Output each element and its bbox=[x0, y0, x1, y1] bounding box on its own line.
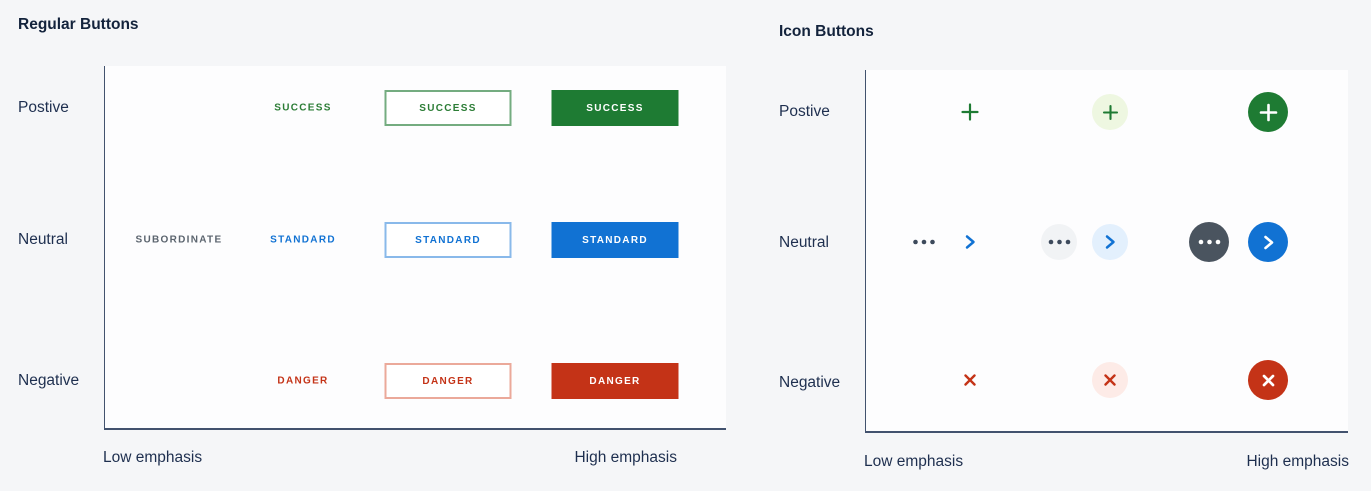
standard-filled-button[interactable]: STANDARD bbox=[551, 222, 679, 258]
overflow-icon-button-plain[interactable] bbox=[913, 239, 936, 245]
axis-label-high: High emphasis bbox=[1246, 453, 1349, 470]
row-label-negative: Negative bbox=[779, 374, 841, 391]
success-ghost-button[interactable]: SUCCESS bbox=[274, 102, 332, 114]
success-filled-button[interactable]: SUCCESS bbox=[551, 90, 679, 126]
section-title: Icon Buttons bbox=[779, 23, 874, 40]
ellipsis-icon bbox=[913, 239, 936, 245]
row-label-neutral: Neutral bbox=[779, 234, 829, 251]
close-icon bbox=[1103, 373, 1117, 387]
success-outlined-button[interactable]: SUCCESS bbox=[384, 90, 512, 126]
close-icon bbox=[963, 373, 977, 387]
add-icon-button-filled[interactable] bbox=[1248, 92, 1288, 132]
row-label-neutral: Neutral bbox=[18, 231, 68, 248]
danger-ghost-button[interactable]: DANGER bbox=[277, 375, 329, 387]
chevron-icon-button-filled[interactable] bbox=[1248, 222, 1288, 262]
close-icon bbox=[1261, 373, 1276, 388]
close-icon-button-tinted[interactable] bbox=[1092, 362, 1128, 398]
plus-icon bbox=[960, 102, 980, 122]
overflow-icon-button-tinted[interactable] bbox=[1041, 224, 1077, 260]
chevron-icon-button-plain[interactable] bbox=[964, 234, 976, 250]
row-label-negative: Negative bbox=[18, 372, 80, 389]
ellipsis-icon bbox=[1198, 239, 1221, 245]
chevron-right-icon bbox=[964, 234, 976, 250]
standard-outlined-button[interactable]: STANDARD bbox=[384, 222, 512, 258]
add-icon-button-tinted[interactable] bbox=[1092, 94, 1128, 130]
close-icon-button-plain[interactable] bbox=[963, 373, 977, 387]
chevron-icon-button-tinted[interactable] bbox=[1092, 224, 1128, 260]
danger-outlined-button[interactable]: DANGER bbox=[384, 363, 512, 399]
add-icon-button-plain[interactable] bbox=[960, 102, 980, 122]
ellipsis-icon bbox=[1048, 239, 1071, 245]
plus-icon bbox=[1102, 104, 1119, 121]
row-label-positive: Postive bbox=[779, 103, 830, 120]
standard-ghost-button[interactable]: STANDARD bbox=[270, 234, 336, 246]
axis-label-low: Low emphasis bbox=[864, 453, 964, 470]
subordinate-ghost-button[interactable]: SUBORDINATE bbox=[135, 234, 223, 246]
section-title: Regular Buttons bbox=[18, 16, 139, 33]
row-label-positive: Postive bbox=[18, 99, 69, 116]
chevron-right-icon bbox=[1104, 234, 1116, 250]
danger-filled-button[interactable]: DANGER bbox=[551, 363, 679, 399]
axis-label-high: High emphasis bbox=[574, 449, 677, 466]
plus-icon bbox=[1259, 103, 1278, 122]
overflow-icon-button-filled[interactable] bbox=[1189, 222, 1229, 262]
chevron-right-icon bbox=[1262, 234, 1275, 251]
axis-label-low: Low emphasis bbox=[103, 449, 203, 466]
close-icon-button-filled[interactable] bbox=[1248, 360, 1288, 400]
